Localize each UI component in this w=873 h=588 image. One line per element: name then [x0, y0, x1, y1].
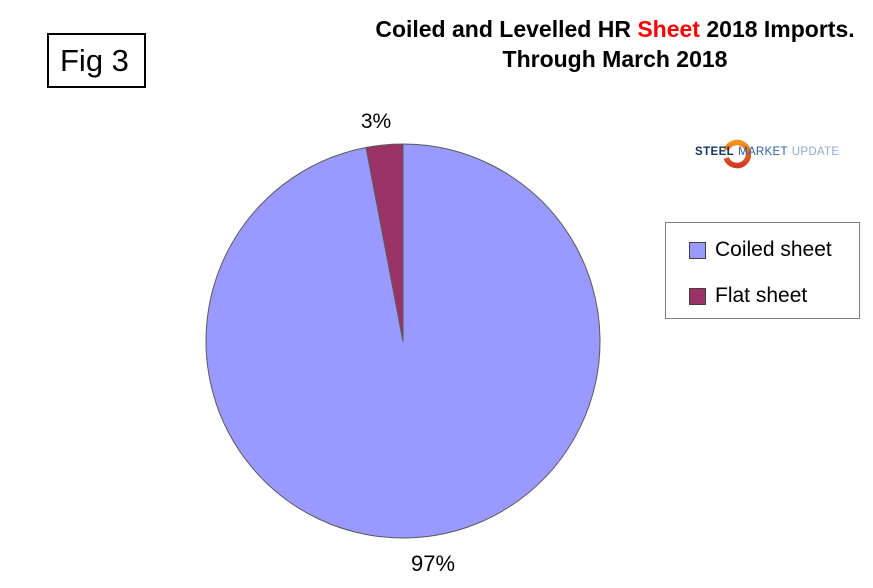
data-label-flat-sheet: 3% — [360, 110, 392, 133]
data-label-coiled-sheet: 97% — [410, 551, 456, 576]
legend-item-flat-sheet: Flat sheet — [689, 282, 807, 310]
legend-label-coiled-sheet: Coiled sheet — [715, 238, 832, 261]
figure-label: Fig 3 — [60, 42, 129, 78]
logo-text: STEEL MARKET UPDATE — [695, 146, 839, 158]
title-highlight: Sheet — [637, 16, 700, 42]
logo-word-update: UPDATE — [791, 146, 840, 158]
logo-word-steel: STEEL — [695, 146, 735, 158]
logo-swoosh-icon — [723, 139, 752, 169]
logo-word-market: MARKET — [738, 146, 788, 158]
legend-item-coiled-sheet: Coiled sheet — [689, 236, 832, 264]
chart-title-line1: Coiled and Levelled HR Sheet 2018 Import… — [355, 14, 873, 44]
title-part1: Coiled and Levelled HR — [375, 16, 638, 42]
legend-label-flat-sheet: Flat sheet — [715, 284, 808, 307]
chart-title-line2: Through March 2018 — [502, 46, 728, 72]
title-part2: 2018 Imports. — [699, 16, 855, 42]
legend: Coiled sheet Flat sheet — [665, 222, 860, 319]
steel-market-update-logo: STEEL MARKET UPDATE — [690, 131, 845, 175]
legend-swatch-coiled-sheet — [689, 241, 706, 259]
pie-slice-flat-sheet — [365, 143, 404, 342]
chart-title: Coiled and Levelled HR Sheet 2018 Import… — [355, 14, 873, 74]
figure-label-box: Fig 3 — [47, 33, 146, 88]
pie-chart — [205, 143, 601, 539]
legend-swatch-flat-sheet — [689, 287, 706, 305]
